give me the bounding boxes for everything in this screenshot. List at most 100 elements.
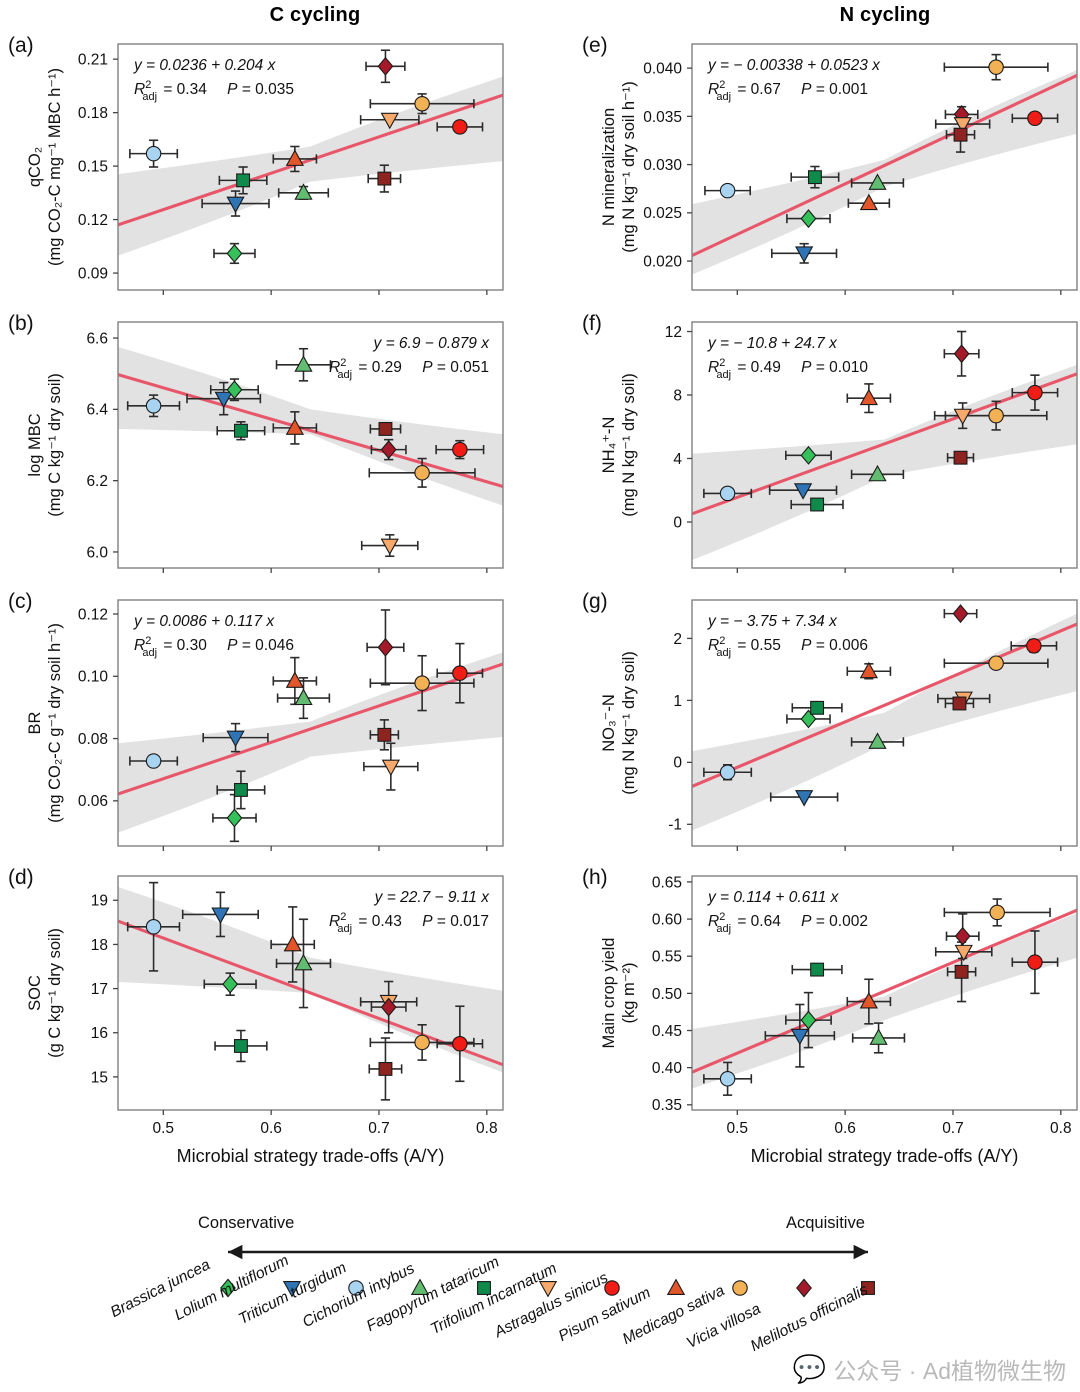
y-axis-title-line: SOC: [26, 975, 44, 1011]
data-point-vicia-villosa: [953, 344, 970, 364]
regression-equation: y = 0.114 + 0.611 x: [707, 889, 840, 906]
data-point-brassica-juncea: [800, 1010, 817, 1030]
panel-label-g: (g): [582, 590, 608, 613]
y-tick-label: 17: [91, 981, 108, 998]
x-tick-label: 0.8: [1050, 1120, 1072, 1137]
data-point-pisum-sativum: [285, 418, 304, 435]
regression-equation: y = − 0.00338 + 0.0523 x: [707, 57, 881, 74]
plot-svg-g: y = − 3.75 + 7.34 x R2 adj = 0.55 P = 0.00…: [600, 599, 1078, 851]
data-point-vicia-villosa: [377, 56, 394, 76]
data-point-astragalus-sinicus: [1027, 954, 1043, 970]
data-point-astragalus-sinicus: [1027, 384, 1043, 401]
panel-label-f: (f): [582, 312, 602, 335]
panel-label-a: (a): [8, 34, 34, 57]
data-point-astragalus-sinicus: [1027, 110, 1043, 127]
data-point-brassica-juncea: [800, 445, 817, 465]
regression-stats: R2 adj = 0.29 P = 0.051: [329, 357, 489, 381]
y-tick-label: 0.12: [78, 212, 108, 229]
panel-a: y = 0.0236 + 0.204 x R2 adj = 0.34 P = 0.0…: [6, 38, 509, 298]
data-point-astragalus-sinicus: [452, 1036, 468, 1052]
legend-marker-melilotus-officinalis: [861, 1281, 875, 1295]
data-point-brassica-juncea: [800, 209, 817, 229]
plot-border: [691, 43, 1078, 291]
y-tick-label: 6.4: [86, 402, 108, 419]
data-point-medicago-sativa: [988, 655, 1004, 671]
data-point-melilotus-officinalis: [953, 127, 968, 142]
regression-equation: y = − 10.8 + 24.7 x: [707, 335, 838, 352]
data-point-trifolium-incarnatum: [380, 112, 399, 130]
y-tick-label: 0.60: [652, 911, 683, 928]
data-point-cichorium-intybus: [294, 183, 313, 200]
data-point-medicago-sativa: [988, 407, 1004, 424]
x-tick-label: 0.7: [368, 1120, 390, 1137]
regression-equation: y = − 3.75 + 7.34 x: [707, 613, 838, 630]
regression-line: [118, 93, 503, 227]
data-point-pisum-sativum: [283, 934, 302, 952]
regression-stats: R2 adj = 0.55 P = 0.006: [708, 635, 868, 659]
y-tick-label: 0.35: [652, 1097, 682, 1114]
plot-svg-d: y = 22.7 − 9.11 xR2 adj = 0.43 P = 0.017 …: [26, 875, 504, 1137]
plot-border: [117, 599, 504, 847]
plot-border: [117, 321, 504, 569]
data-point-medicago-sativa: [414, 675, 430, 691]
y-tick-label: 0: [673, 514, 682, 531]
data-point-fagopyrum-tataricum: [810, 700, 825, 715]
regression-equation: y = 0.0086 + 0.117 x: [133, 613, 275, 630]
data-point-triticum-turgidum: [145, 919, 162, 935]
plot-border: [691, 599, 1078, 847]
y-tick-label: 0.040: [643, 61, 682, 78]
legend-marker-cichorium-intybus: [410, 1278, 430, 1295]
column-title-n-cycling: N cycling: [839, 4, 931, 26]
y-axis-title-line: (mg N kg⁻¹ dry soil h⁻¹): [620, 81, 638, 252]
data-point-lolium-multiflorum: [790, 1028, 809, 1046]
plot-svg-c: y = 0.0086 + 0.117 x R2 adj = 0.30 P = 0.0…: [26, 599, 504, 851]
data-point-astragalus-sinicus: [452, 119, 468, 135]
y-tick-label: -1: [668, 817, 682, 834]
legend-axis-svg: [220, 1244, 875, 1298]
y-tick-label: 0.09: [78, 265, 108, 282]
regression-line: [692, 908, 1077, 1074]
data-point-trifolium-incarnatum: [953, 117, 972, 134]
x-tick-label: 0.8: [476, 1120, 498, 1137]
regression-stats: R2 adj = 0.67 P = 0.001: [708, 79, 868, 103]
data-point-lolium-multiflorum: [795, 790, 814, 807]
data-point-triticum-turgidum: [145, 753, 162, 769]
plot-svg-a: y = 0.0236 + 0.204 x R2 adj = 0.34 P = 0.0…: [26, 43, 504, 295]
y-axis-title-line: Main crop yield: [600, 938, 618, 1049]
plot-border: [117, 43, 504, 291]
y-tick-label: 0.65: [652, 874, 682, 891]
legend-marker-fagopyrum-tataricum: [477, 1281, 491, 1295]
confidence-band: [692, 613, 1077, 831]
y-axis-title-line: (mg N kg⁻¹ dry soil): [620, 651, 638, 794]
data-point-brassica-juncea: [226, 808, 243, 828]
confidence-band: [692, 364, 1077, 561]
y-tick-label: 0.06: [78, 793, 108, 810]
regression-stats: R2 adj = 0.34 P = 0.035: [134, 79, 294, 103]
y-tick-label: 0: [673, 755, 682, 772]
y-tick-label: 6.6: [86, 330, 108, 347]
data-point-melilotus-officinalis: [954, 964, 969, 979]
data-point-triticum-turgidum: [719, 764, 736, 781]
panel-e: y = − 0.00338 + 0.0523 x R2 adj = 0.67 P =…: [580, 38, 1080, 298]
confidence-band: [118, 76, 503, 256]
y-tick-label: 0.030: [643, 157, 682, 174]
data-point-fagopyrum-tataricum: [810, 497, 825, 512]
data-point-fagopyrum-tataricum: [233, 1039, 248, 1053]
data-point-medicago-sativa: [989, 904, 1005, 921]
plot-svg-e: y = − 0.00338 + 0.0523 x R2 adj = 0.67 P =…: [600, 43, 1078, 295]
data-point-medicago-sativa: [988, 59, 1004, 75]
watermark-text: 公众号 · Ad植物微生物: [833, 1358, 1066, 1384]
regression-line: [118, 919, 503, 1067]
data-point-pisum-sativum: [859, 992, 878, 1009]
y-tick-label: 0.21: [78, 52, 108, 69]
data-point-trifolium-incarnatum: [954, 944, 973, 962]
x-tick-label: 0.7: [942, 1120, 964, 1137]
x-tick-label: 0.5: [727, 1120, 749, 1137]
y-axis-title-line: (mg CO₂-C g⁻¹ dry soil h⁻¹): [46, 623, 64, 823]
plot-svg-h: y = 0.114 + 0.611 x R2 adj = 0.64 P = 0.00…: [600, 874, 1078, 1137]
regression-stats: R2 adj = 0.49 P = 0.010: [708, 357, 868, 381]
data-point-cichorium-intybus: [869, 1028, 888, 1045]
data-point-lolium-multiflorum: [795, 246, 814, 263]
y-axis-title-line: (mg CO₂-C mg⁻¹ MBC h⁻¹): [46, 68, 64, 266]
